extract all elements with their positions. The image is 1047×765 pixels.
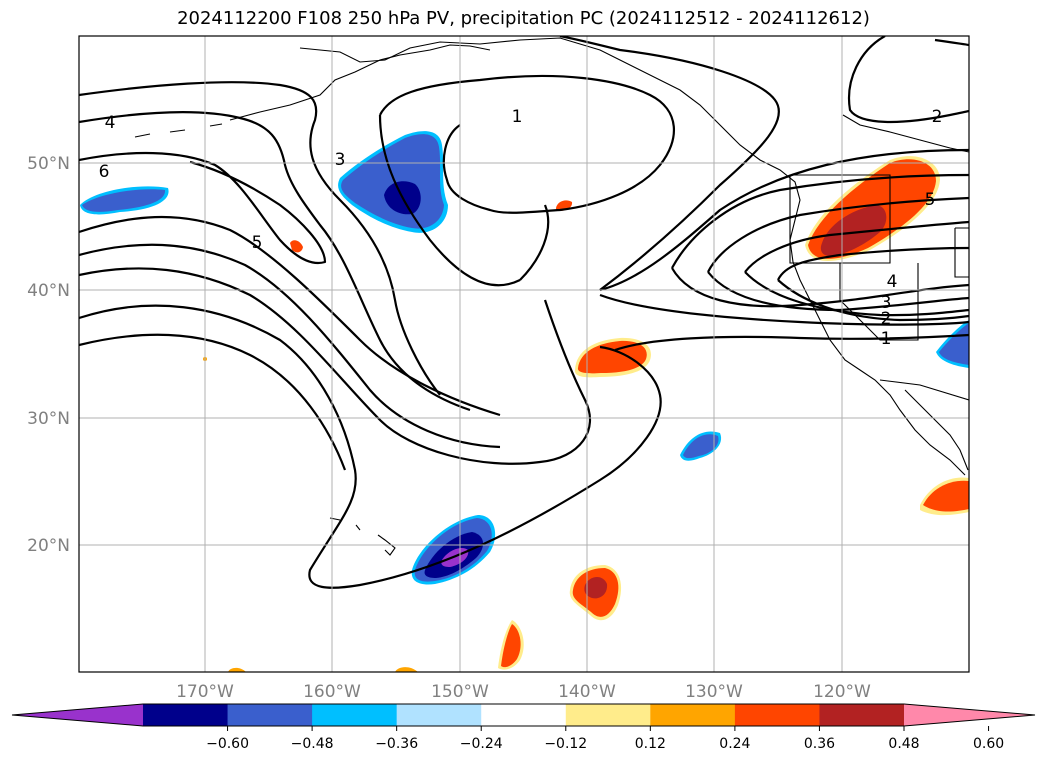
lat-label-20n: 20°N	[27, 536, 70, 556]
colorbar-tick-label: 0.36	[804, 736, 835, 752]
lon-label-160w: 160°W	[303, 682, 361, 702]
colorbar: −0.60 −0.48 −0.36 −0.24 −0.12 0.12 0.24 0.36 0.4…	[11, 703, 1036, 752]
contour-label-4-east: 4	[887, 272, 898, 292]
colorbar-box	[650, 704, 736, 726]
lon-label-140w: 140°W	[558, 682, 616, 702]
coastlines	[134, 37, 969, 556]
graticule	[79, 36, 969, 672]
lat-label-30n: 30°N	[27, 409, 70, 429]
colorbar-outline	[11, 703, 1036, 727]
contour-label-6-west: 6	[99, 162, 110, 182]
colorbar-tick-label: −0.48	[291, 736, 334, 752]
contour-label-3: 3	[335, 150, 346, 170]
map-frame	[78, 35, 970, 673]
lat-labels: 50°N 40°N 30°N 20°N	[27, 154, 70, 556]
colorbar-extend-min	[12, 704, 143, 726]
lon-label-120w: 120°W	[813, 682, 871, 702]
contour-label-3-east: 3	[881, 293, 892, 313]
colorbar-tick-label: 0.24	[719, 736, 750, 752]
contour-label-5-west: 5	[252, 233, 263, 253]
contour-label-2-north: 2	[932, 107, 943, 127]
colorbar-tick-label: −0.24	[460, 736, 503, 752]
lon-label-150w: 150°W	[431, 682, 489, 702]
lon-labels: 170°W 160°W 150°W 140°W 130°W 120°W	[176, 682, 871, 702]
colorbar-box	[396, 704, 482, 726]
colorbar-box	[819, 704, 905, 726]
colorbar-box	[481, 704, 567, 726]
colorbar-tick-label: 0.48	[888, 736, 919, 752]
contour-label-1-east: 1	[881, 329, 892, 349]
colorbar-tick-label: −0.60	[206, 736, 249, 752]
contour-label-1-north: 1	[512, 107, 523, 127]
chart-title: 2024112200 F108 250 hPa PV, precipitatio…	[177, 8, 870, 29]
colorbar-extend-max	[904, 704, 1035, 726]
colorbar-box	[565, 704, 651, 726]
map-area	[79, 36, 969, 672]
lon-label-130w: 130°W	[685, 682, 743, 702]
colorbar-tick-label: −0.36	[375, 736, 418, 752]
colorbar-box	[312, 704, 398, 726]
lat-label-50n: 50°N	[27, 154, 70, 174]
contour-label-4-west: 4	[105, 113, 116, 133]
colorbar-tick-label: 0.60	[973, 736, 1004, 752]
lon-label-170w: 170°W	[176, 682, 234, 702]
contour-label-2-east: 2	[881, 309, 892, 329]
pv-contours	[79, 36, 969, 589]
colorbar-box	[734, 704, 820, 726]
colorbar-box	[143, 704, 229, 726]
colorbar-box	[227, 704, 313, 726]
lat-label-40n: 40°N	[27, 281, 70, 301]
contour-label-5-east: 5	[925, 190, 936, 210]
colorbar-tick-label: −0.12	[544, 736, 587, 752]
colorbar-tick-label: 0.12	[635, 736, 666, 752]
contour-labels: 4 6 5 3 1 2 5 4 3 2 1	[99, 107, 943, 349]
